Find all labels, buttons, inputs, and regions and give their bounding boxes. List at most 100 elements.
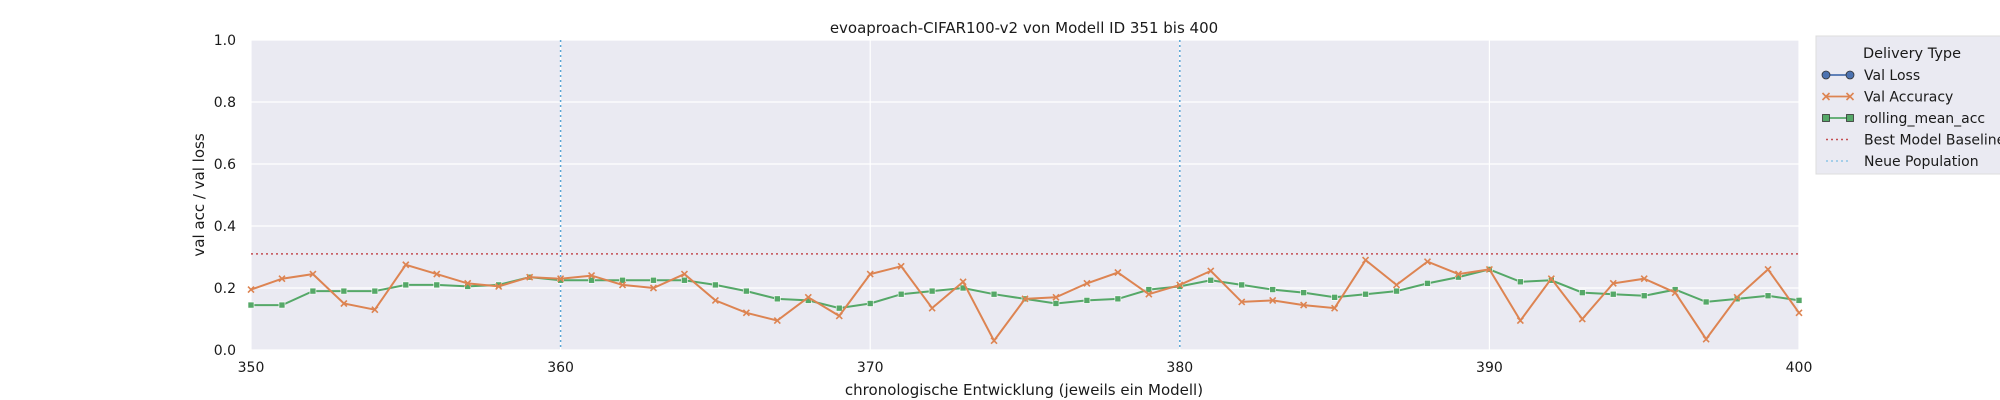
grid-lines bbox=[250, 39, 1800, 351]
y-tick-label: 0.8 bbox=[214, 95, 236, 111]
val-accuracy-point bbox=[990, 337, 998, 345]
y-tick-label: 0.6 bbox=[214, 157, 236, 173]
rolling-mean-acc-point bbox=[1362, 290, 1369, 298]
val-accuracy-point bbox=[1361, 256, 1370, 264]
val-accuracy-point bbox=[495, 282, 503, 291]
val-accuracy-point bbox=[1331, 304, 1339, 312]
y-tick-label: 0.4 bbox=[214, 219, 236, 235]
reference-lines bbox=[251, 40, 1799, 350]
series-group bbox=[247, 256, 1803, 345]
legend-label: Neue Population bbox=[1864, 154, 1979, 170]
val-accuracy-point bbox=[711, 296, 719, 304]
rolling-mean-acc-point bbox=[650, 276, 657, 284]
val-accuracy-point bbox=[1516, 316, 1524, 325]
y-tick-label: 1.0 bbox=[214, 33, 236, 49]
rolling-mean-acc-point bbox=[1207, 276, 1215, 284]
rolling-mean-acc-point bbox=[1578, 289, 1586, 296]
legend-entry: Best Model Baseline bbox=[1826, 133, 2000, 149]
legend-marker bbox=[1845, 92, 1855, 101]
rolling-mean-acc-point bbox=[588, 276, 595, 284]
val-accuracy-point bbox=[1145, 290, 1153, 298]
val-accuracy-point bbox=[1795, 309, 1803, 317]
val-accuracy-point bbox=[526, 273, 534, 281]
rolling-mean-acc-point bbox=[1517, 278, 1524, 286]
rolling-mean-acc-point bbox=[774, 295, 781, 303]
val-accuracy-point bbox=[340, 299, 348, 308]
rolling-mean-acc-point bbox=[1083, 297, 1091, 304]
rolling-mean-acc-point bbox=[1609, 290, 1617, 298]
val-accuracy-point bbox=[433, 270, 441, 278]
legend-marker bbox=[1845, 70, 1855, 80]
rolling-mean-acc-point bbox=[1114, 295, 1122, 303]
legend-label: Best Model Baseline bbox=[1864, 133, 2000, 149]
val-accuracy-point bbox=[587, 272, 596, 280]
legend-marker bbox=[1821, 70, 1831, 80]
rolling-mean-acc-point bbox=[340, 287, 348, 295]
legend-entry: rolling_mean_acc bbox=[1822, 111, 1985, 127]
val-accuracy-point bbox=[1454, 270, 1463, 278]
legend-marker bbox=[1846, 114, 1854, 122]
val-accuracy-point bbox=[1547, 275, 1555, 283]
y-tick-label: 0.2 bbox=[214, 281, 236, 297]
rolling-mean-acc-point bbox=[1300, 289, 1307, 296]
val-accuracy-point bbox=[402, 261, 410, 269]
rolling-mean-acc-point bbox=[897, 290, 905, 298]
rolling-mean-acc-point bbox=[1269, 286, 1276, 293]
x-tick-label: 390 bbox=[1476, 360, 1503, 376]
plot-area bbox=[251, 40, 1799, 350]
val-accuracy-point bbox=[1671, 289, 1679, 297]
y-axis-label: val acc / val loss bbox=[190, 133, 208, 256]
legend-entry: Val Loss bbox=[1821, 68, 1920, 84]
val-accuracy-point bbox=[1021, 295, 1029, 303]
val-accuracy-point bbox=[680, 270, 689, 278]
rolling-mean-acc-point bbox=[1331, 293, 1338, 301]
legend-label: rolling_mean_acc bbox=[1864, 111, 1985, 127]
rolling-mean-acc-point bbox=[1052, 300, 1060, 307]
x-tick-label: 380 bbox=[1166, 360, 1193, 376]
x-tick-label: 350 bbox=[238, 360, 265, 376]
rolling-mean-acc-point bbox=[1424, 280, 1431, 287]
val-accuracy-point bbox=[1207, 267, 1215, 275]
val-accuracy-point bbox=[278, 275, 286, 283]
val-accuracy-point bbox=[1300, 301, 1308, 309]
rolling-mean-acc-point bbox=[1238, 281, 1246, 289]
val-accuracy-point bbox=[618, 281, 627, 289]
rolling-mean-acc-point bbox=[433, 281, 441, 289]
val-accuracy-point bbox=[835, 312, 843, 320]
legend-marker bbox=[1821, 92, 1831, 101]
chart-title: evoaproach-CIFAR100-v2 von Modell ID 351… bbox=[830, 19, 1218, 37]
legend-marker bbox=[1822, 114, 1830, 122]
rolling-mean-acc-point bbox=[712, 281, 719, 289]
val-accuracy-point bbox=[959, 278, 967, 286]
rolling-mean-acc-point bbox=[681, 276, 688, 284]
val-accuracy-point bbox=[1609, 279, 1617, 287]
val-accuracy-point bbox=[1114, 268, 1122, 277]
val-accuracy-point bbox=[557, 275, 565, 283]
val-accuracy-point bbox=[773, 316, 781, 325]
rolling-mean-acc-point bbox=[309, 287, 317, 295]
rolling-mean-acc-point bbox=[866, 300, 874, 307]
rolling-mean-acc-point bbox=[1702, 298, 1710, 306]
val-accuracy-point bbox=[1640, 275, 1648, 283]
x-tick-label: 400 bbox=[1786, 360, 1813, 376]
val-accuracy-point bbox=[1052, 293, 1060, 301]
rolling-mean-acc-point bbox=[278, 301, 286, 309]
val-accuracy-point bbox=[804, 293, 812, 301]
legend-label: Val Loss bbox=[1864, 68, 1920, 84]
val-accuracy-series bbox=[247, 256, 1803, 345]
rolling-mean-acc-point bbox=[835, 304, 843, 312]
val-accuracy-point bbox=[866, 270, 874, 278]
rolling-mean-acc-point bbox=[402, 281, 410, 289]
val-accuracy-point bbox=[1764, 265, 1772, 273]
rolling-mean-acc-point bbox=[371, 287, 379, 295]
val-accuracy-point bbox=[1269, 296, 1277, 304]
val-accuracy-point bbox=[1578, 315, 1586, 323]
legend-box bbox=[1815, 35, 2000, 175]
rolling-mean-acc-point bbox=[1764, 292, 1772, 300]
tick-labels: 350 360 370 380 390 400 0.0 0.2 0.4 0.6 0.8 1.0 bbox=[214, 33, 1813, 376]
rolling-mean-acc-point bbox=[928, 287, 936, 295]
legend-entries: Val Loss Val Accuracy rolling_mean_acc Best… bbox=[1821, 68, 2000, 170]
val-accuracy-point bbox=[1238, 298, 1246, 306]
x-tick-label: 360 bbox=[547, 360, 574, 376]
